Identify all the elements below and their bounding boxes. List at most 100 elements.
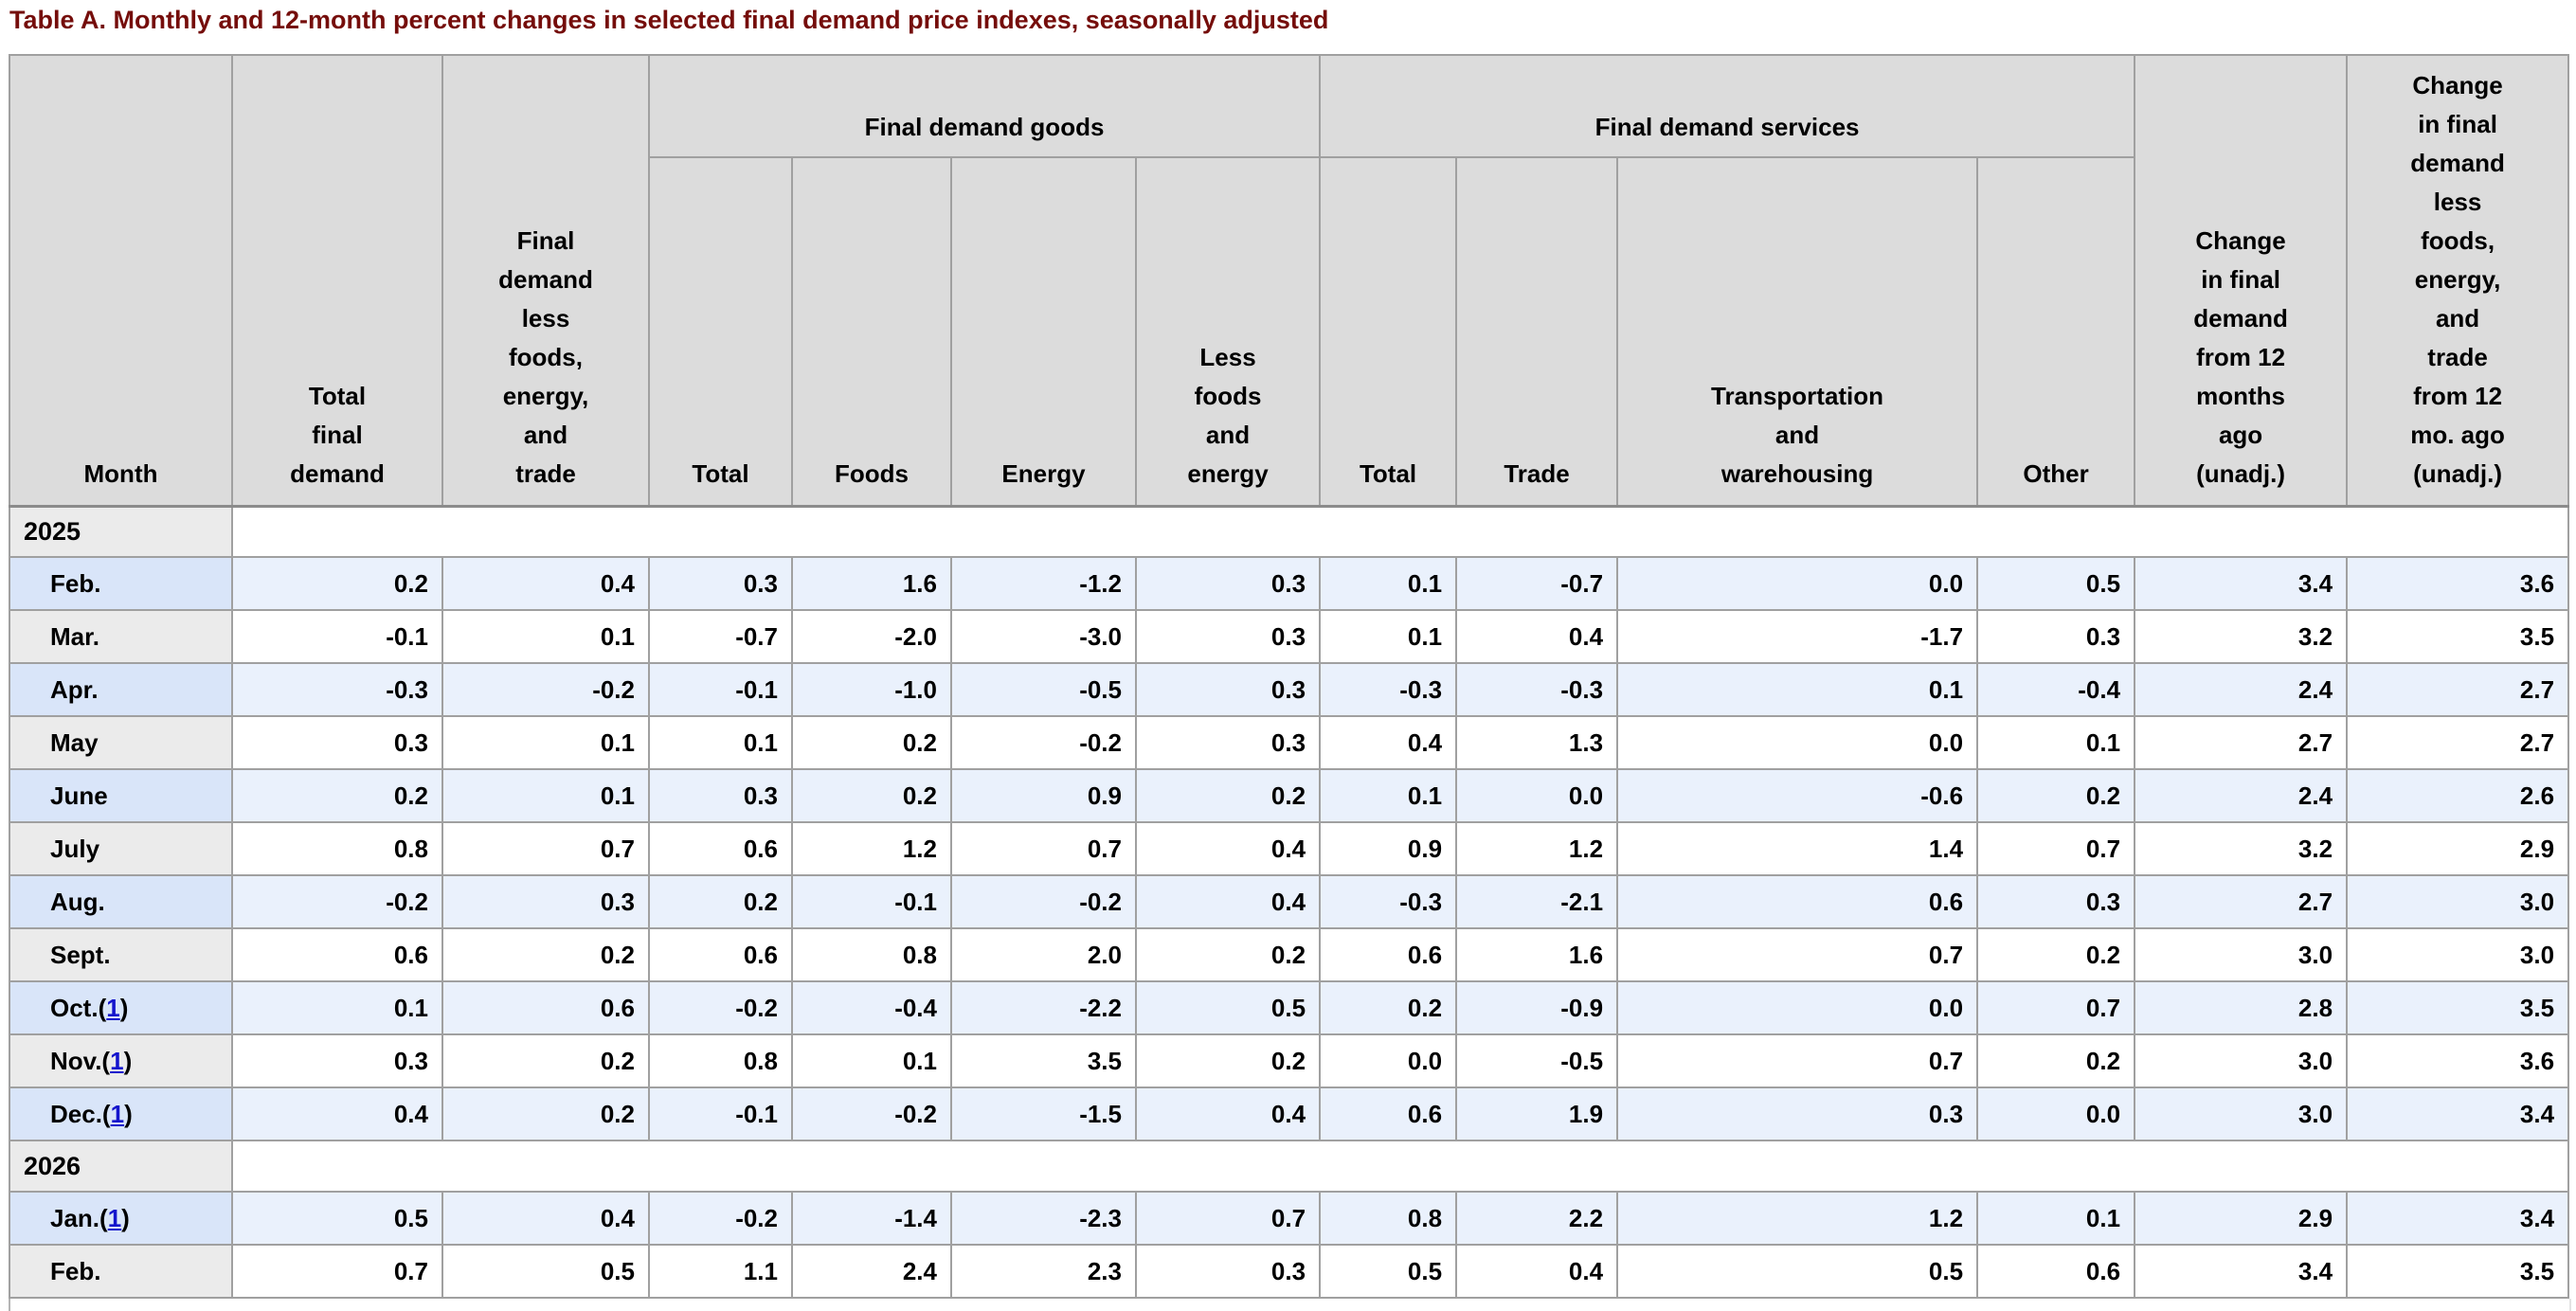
value-cell: 0.1 [1319, 768, 1458, 823]
year-row-spacer [230, 504, 2570, 558]
value-cell: -0.3 [1319, 874, 1458, 929]
value-cell: 3.4 [2134, 556, 2349, 611]
col-header-services-other: Other [1976, 156, 2136, 507]
value-cell: -0.4 [791, 980, 952, 1035]
value-cell: 0.6 [231, 927, 443, 982]
value-cell: 0.7 [1976, 821, 2136, 876]
col-header-total-final-demand: Total final demand [231, 54, 443, 507]
table-row: May 0.3 0.1 0.1 0.2 -0.2 0.3 0.4 1.3 0.0 0.1 2.7 2.7 [9, 715, 2570, 770]
value-cell: 0.3 [1134, 609, 1322, 664]
value-cell: -3.0 [950, 609, 1137, 664]
value-cell: 2.7 [2134, 874, 2349, 929]
value-cell: 0.1 [441, 609, 650, 664]
table-header: Month Total final demand Final demand le… [9, 54, 2570, 507]
month-cell: Sept. [9, 927, 233, 982]
value-cell: 3.0 [2346, 874, 2570, 929]
value-cell: 0.2 [648, 874, 793, 929]
value-cell: 3.5 [2346, 980, 2570, 1035]
value-cell: 0.6 [441, 980, 650, 1035]
price-index-table: Month Total final demand Final demand le… [9, 54, 2570, 1299]
month-cell: Dec.(1) [9, 1087, 233, 1141]
value-cell: 3.4 [2346, 1191, 2570, 1246]
value-cell: -0.6 [1616, 768, 1979, 823]
value-cell: -1.4 [791, 1191, 952, 1246]
value-cell: 1.3 [1455, 715, 1619, 770]
value-cell: -0.1 [648, 662, 793, 717]
value-cell: 0.2 [1976, 927, 2136, 982]
value-cell: 0.3 [1976, 609, 2136, 664]
footnote-link[interactable]: 1 [110, 1099, 125, 1128]
year-label: 2026 [9, 1140, 233, 1193]
col-header-services-total: Total [1319, 156, 1458, 507]
value-cell: 0.2 [1134, 927, 1322, 982]
table-row: Oct.(1) 0.1 0.6 -0.2 -0.4 -2.2 0.5 0.2 -0.9 0.0 0.… [9, 980, 2570, 1035]
value-cell: 0.9 [1319, 821, 1458, 876]
value-cell: 2.4 [2134, 768, 2349, 823]
footnote-link[interactable]: 1 [107, 1203, 122, 1232]
value-cell: 0.1 [648, 715, 793, 770]
value-cell: 3.2 [2134, 609, 2349, 664]
value-cell: 0.5 [1319, 1244, 1458, 1299]
month-cell: June [9, 768, 233, 823]
footnote-link[interactable]: 1 [106, 993, 120, 1022]
value-cell: -1.2 [950, 556, 1137, 611]
value-cell: 0.2 [1976, 768, 2136, 823]
value-cell: 0.4 [1455, 609, 1619, 664]
year-row-spacer [230, 1140, 2570, 1193]
value-cell: 0.4 [1134, 1087, 1322, 1141]
value-cell: 0.4 [231, 1087, 443, 1141]
value-cell: 3.4 [2346, 1087, 2570, 1141]
table-row: June 0.2 0.1 0.3 0.2 0.9 0.2 0.1 0.0 -0.6 0.2 2.4 2.… [9, 768, 2570, 823]
month-cell: Aug. [9, 874, 233, 929]
value-cell: -0.2 [791, 1087, 952, 1141]
value-cell: -0.7 [648, 609, 793, 664]
footnote-link[interactable]: 1 [110, 1046, 124, 1075]
value-cell: 0.6 [1319, 1087, 1458, 1141]
value-cell: 2.6 [2346, 768, 2570, 823]
value-cell: 0.3 [648, 556, 793, 611]
value-cell: 0.7 [1616, 1033, 1979, 1088]
value-cell: 0.2 [441, 1087, 650, 1141]
value-cell: -0.2 [950, 715, 1137, 770]
table-bottom-cutoff-edge [9, 1299, 2571, 1311]
value-cell: 0.3 [1134, 1244, 1322, 1299]
value-cell: 0.5 [231, 1191, 443, 1246]
value-cell: 2.4 [791, 1244, 952, 1299]
sub-header-row: Total Foods Energy Less foods and energy… [9, 156, 2568, 507]
value-cell: 0.4 [1134, 821, 1322, 876]
value-cell: 0.1 [1319, 556, 1458, 611]
value-cell: 1.9 [1455, 1087, 1619, 1141]
value-cell: 0.0 [1976, 1087, 2136, 1141]
value-cell: -0.5 [950, 662, 1137, 717]
value-cell: 1.6 [1455, 927, 1619, 982]
value-cell: 0.2 [441, 927, 650, 982]
value-cell: 2.0 [950, 927, 1137, 982]
value-cell: 0.3 [1616, 1087, 1979, 1141]
value-cell: 3.2 [2134, 821, 2349, 876]
value-cell: 2.7 [2346, 662, 2570, 717]
value-cell: -0.2 [441, 662, 650, 717]
value-cell: 0.3 [1134, 715, 1322, 770]
value-cell: 1.2 [1455, 821, 1619, 876]
value-cell: 0.4 [1455, 1244, 1619, 1299]
table-row: Feb. 0.2 0.4 0.3 1.6 -1.2 0.3 0.1 -0.7 0.0 0.5 3.4 3… [9, 556, 2570, 611]
value-cell: 0.1 [1976, 1191, 2136, 1246]
value-cell: 3.0 [2134, 1087, 2349, 1141]
col-header-services-trade: Trade [1455, 156, 1619, 507]
value-cell: -2.0 [791, 609, 952, 664]
value-cell: 0.8 [231, 821, 443, 876]
col-header-change-12-months: Change in final demand from 12 months ag… [2134, 54, 2349, 507]
value-cell: -2.2 [950, 980, 1137, 1035]
value-cell: 0.4 [441, 556, 650, 611]
value-cell: 0.2 [1134, 1033, 1322, 1088]
value-cell: -0.1 [231, 609, 443, 664]
table-row: Dec.(1) 0.4 0.2 -0.1 -0.2 -1.5 0.4 0.6 1.9 0.3 0.0… [9, 1087, 2570, 1141]
value-cell: 0.1 [231, 980, 443, 1035]
value-cell: 0.7 [1616, 927, 1979, 982]
value-cell: 0.0 [1616, 556, 1979, 611]
value-cell: 0.2 [1134, 768, 1322, 823]
value-cell: -0.2 [648, 980, 793, 1035]
value-cell: 0.8 [791, 927, 952, 982]
value-cell: 2.2 [1455, 1191, 1619, 1246]
